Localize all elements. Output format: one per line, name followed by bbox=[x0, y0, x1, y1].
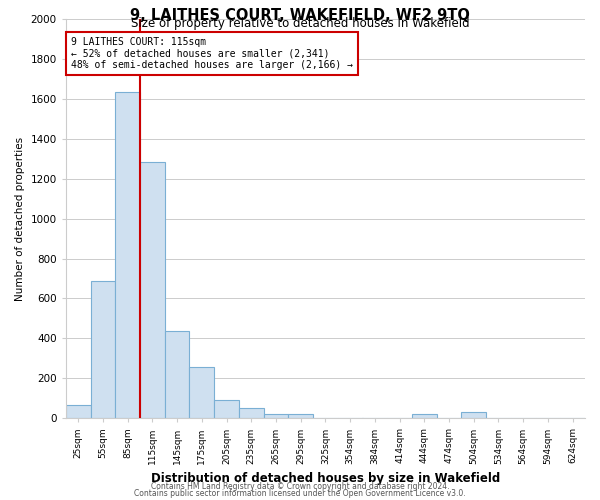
Bar bbox=[91, 280, 115, 418]
Bar bbox=[66, 406, 91, 418]
Bar bbox=[190, 368, 214, 418]
Bar bbox=[214, 400, 239, 418]
Bar bbox=[412, 414, 437, 418]
Y-axis label: Number of detached properties: Number of detached properties bbox=[15, 136, 25, 300]
Text: Size of property relative to detached houses in Wakefield: Size of property relative to detached ho… bbox=[131, 16, 469, 30]
Bar bbox=[263, 414, 289, 418]
Bar bbox=[140, 162, 165, 418]
X-axis label: Distribution of detached houses by size in Wakefield: Distribution of detached houses by size … bbox=[151, 472, 500, 485]
Bar bbox=[165, 332, 190, 418]
Bar bbox=[289, 414, 313, 418]
Text: 9, LAITHES COURT, WAKEFIELD, WF2 9TQ: 9, LAITHES COURT, WAKEFIELD, WF2 9TQ bbox=[130, 8, 470, 22]
Bar bbox=[461, 412, 486, 418]
Text: 9 LAITHES COURT: 115sqm
← 52% of detached houses are smaller (2,341)
48% of semi: 9 LAITHES COURT: 115sqm ← 52% of detache… bbox=[71, 37, 353, 70]
Text: Contains public sector information licensed under the Open Government Licence v3: Contains public sector information licen… bbox=[134, 489, 466, 498]
Text: Contains HM Land Registry data © Crown copyright and database right 2024.: Contains HM Land Registry data © Crown c… bbox=[151, 482, 449, 491]
Bar bbox=[239, 408, 263, 418]
Bar bbox=[115, 92, 140, 418]
